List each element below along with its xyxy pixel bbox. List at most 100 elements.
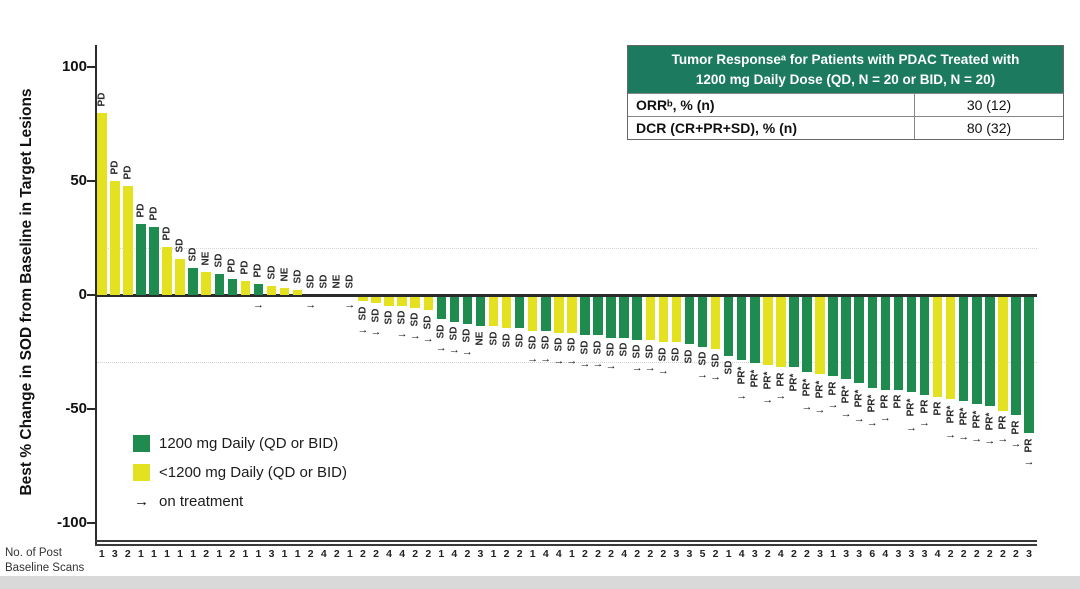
bar [580, 296, 590, 336]
on-treatment-arrow: → [657, 364, 669, 377]
on-treatment-arrow: → [644, 362, 656, 375]
on-treatment-arrow: → [775, 389, 787, 402]
bar [815, 296, 825, 375]
bar [240, 281, 251, 295]
on-treatment-arrow: → [958, 430, 970, 443]
on-treatment-arrow: → [827, 398, 839, 411]
bar [488, 296, 499, 327]
bar [958, 296, 969, 402]
scan-count: 2 [608, 548, 614, 560]
bar [867, 296, 878, 388]
bar [763, 296, 773, 365]
bar [279, 288, 290, 295]
y-tick-mark [87, 66, 95, 68]
scan-count: 2 [647, 548, 654, 560]
bar [175, 258, 185, 295]
bar [776, 296, 786, 368]
on-treatment-arrow: → [971, 433, 983, 446]
on-treatment-arrow: → [305, 299, 317, 311]
on-treatment-arrow: → [840, 408, 852, 421]
scan-count: 2 [307, 548, 314, 560]
bar [1011, 296, 1021, 416]
scan-count: 4 [738, 548, 745, 560]
scan-count: 3 [477, 548, 484, 560]
scan-count: 1 [568, 548, 575, 560]
on-treatment-arrow: → [592, 357, 604, 370]
scan-count: 2 [764, 548, 771, 560]
on-treatment-arrow: → [540, 353, 552, 366]
on-treatment-arrow: → [945, 428, 957, 441]
bar [201, 272, 211, 295]
bar [972, 296, 982, 404]
on-treatment-arrow: → [984, 435, 996, 448]
on-treatment-arrow: → [762, 394, 774, 407]
tumor-response-table: Tumor Responseᵃ for Patients with PDAC T… [627, 45, 1064, 141]
y-tick-label: 50 [70, 172, 87, 189]
scan-count: 1 [294, 548, 301, 560]
on-treatment-arrow: → [579, 357, 591, 370]
zero-line [95, 294, 1037, 297]
scan-count: 1 [438, 548, 445, 560]
on-treatment-arrow: → [1010, 437, 1022, 450]
bottom-axis-line [95, 540, 1037, 542]
y-tick-mark [87, 294, 95, 296]
bar [619, 296, 629, 338]
bar [214, 274, 225, 295]
scan-count: 4 [386, 548, 392, 560]
scan-count: 3 [921, 548, 928, 560]
bar [110, 181, 120, 295]
on-treatment-arrow: → [357, 323, 369, 336]
bar [462, 296, 473, 324]
on-treatment-arrow: → [814, 403, 826, 416]
scan-count: 2 [790, 548, 797, 560]
bar [384, 296, 394, 306]
y-tick-label: 0 [78, 286, 87, 303]
bar [893, 296, 904, 390]
scan-count: 3 [908, 548, 915, 560]
table-title-line2: 1200 mg Daily Dose (QD, N = 20 or BID, N… [695, 71, 996, 87]
on-treatment-arrow: → [448, 344, 460, 357]
bar [97, 112, 107, 295]
on-treatment-arrow: → [801, 401, 813, 414]
scan-count: 4 [621, 548, 628, 560]
scan-count: 2 [203, 548, 210, 560]
scan-count: 2 [516, 548, 523, 560]
y-tick-label: 100 [61, 58, 87, 75]
bottom-gray-strip [0, 576, 1080, 589]
bar [932, 296, 943, 397]
on-treatment-arrow: → [710, 371, 722, 384]
scan-count: 1 [281, 548, 288, 560]
bar [292, 290, 303, 295]
scan-count: 6 [869, 548, 876, 560]
scan-count: 2 [804, 548, 810, 560]
y-tick-mark [87, 180, 95, 182]
legend-label-lt1200mg: <1200 mg Daily (QD or BID) [159, 464, 347, 481]
legend: 1200 mg Daily (QD or BID) <1200 mg Daily… [133, 429, 347, 516]
bar [371, 296, 381, 304]
x-axis-label-line1: No. of Post [5, 547, 62, 559]
scan-count: 2 [947, 548, 954, 560]
y-tick-label: -50 [65, 400, 87, 417]
scan-count: 2 [1013, 548, 1019, 560]
scan-count: 4 [934, 548, 941, 560]
bar [998, 296, 1008, 411]
on-treatment-arrow: → [409, 330, 421, 343]
table-title-line1: Tumor Responseᵃ for Patients with PDAC T… [671, 52, 1020, 67]
bar [149, 226, 159, 295]
scan-count: 3 [673, 548, 680, 560]
bar [501, 296, 512, 329]
on-treatment-arrow: → [697, 369, 708, 382]
scan-count: 1 [177, 548, 184, 560]
scan-count: 3 [268, 548, 275, 560]
scan-count: 3 [1026, 548, 1032, 560]
scan-count: 1 [529, 548, 536, 560]
on-treatment-arrow: → [370, 325, 382, 338]
scan-count: 2 [425, 548, 432, 560]
scan-count: 1 [98, 548, 105, 560]
bar [697, 296, 708, 347]
on-treatment-arrow: → [435, 341, 447, 354]
scan-count: 2 [660, 548, 667, 560]
bar [227, 279, 238, 295]
bar [593, 296, 603, 336]
